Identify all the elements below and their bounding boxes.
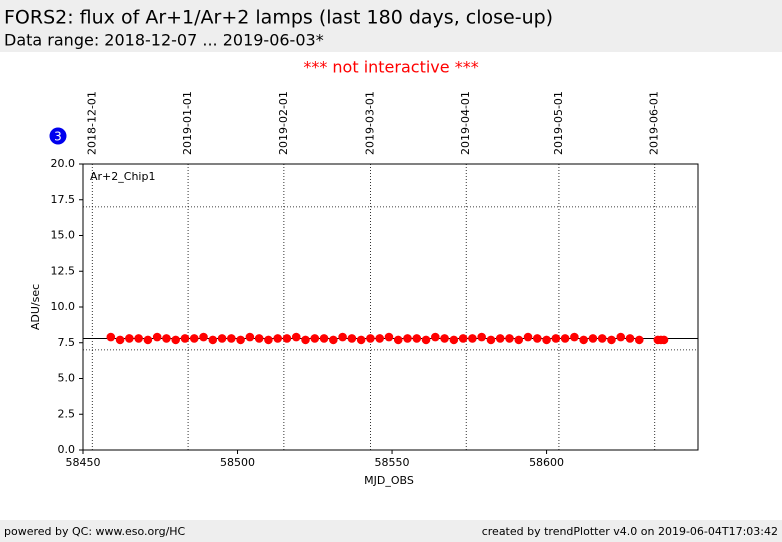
y-tick-label: 5.0 [58,372,76,385]
data-point [227,334,236,343]
data-point [588,334,598,343]
data-point [125,334,134,343]
y-axis-label: ADU/sec [29,284,42,330]
data-point [616,332,626,342]
data-point [171,335,181,345]
y-tick-label: 15.0 [51,229,76,242]
data-point [607,335,616,345]
data-point [329,335,338,345]
data-point [495,334,505,343]
x-tick-label: 58600 [529,456,564,469]
data-point [431,332,440,342]
data-point [143,335,153,345]
y-tick-label: 10.0 [51,300,76,313]
data-point [560,334,570,343]
data-point [597,334,607,343]
footer-right: created by trendPlotter v4.0 on 2019-06-… [482,525,778,538]
data-point [421,335,431,345]
data-point [254,334,264,343]
data-point [412,334,422,343]
date-tick-label: 2018-12-01 [85,91,98,155]
data-point [505,334,514,343]
badge: 3 [54,130,62,144]
y-tick-label: 2.5 [58,407,76,420]
x-axis-label: MJD_OBS [364,474,414,487]
date-tick-label: 2019-04-01 [459,91,472,155]
data-point [115,335,125,345]
data-point [264,335,273,345]
data-point [106,332,116,342]
data-point [245,332,255,342]
data-point [356,335,366,345]
data-point [180,334,190,343]
data-point [301,335,310,345]
data-point [208,335,218,345]
data-point [217,334,227,343]
data-point [152,332,162,342]
data-point [458,334,468,343]
data-point [375,334,384,343]
data-point [579,335,588,345]
data-point [134,334,143,343]
series-label: Ar+2_Chip1 [90,170,155,183]
data-point [162,334,171,343]
data-point [625,334,635,343]
date-tick-label: 2019-06-01 [648,91,661,155]
date-tick-label: 2019-01-01 [181,91,194,155]
data-point [282,334,292,343]
data-point [393,335,403,345]
data-point [273,334,282,343]
data-point [551,334,561,343]
date-tick-label: 2019-02-01 [277,91,290,155]
data-point [477,332,486,342]
data-point [319,334,329,343]
footer-left: powered by QC: www.eso.org/HC [4,525,186,538]
data-point [440,334,449,343]
badge-circle [49,127,67,145]
y-tick-label: 12.5 [51,264,76,277]
data-point [542,335,551,345]
data-point [468,334,477,343]
data-point [236,335,245,345]
y-tick-label: 20.0 [51,157,76,170]
data-point [570,332,579,342]
footer-band [0,520,782,542]
data-point [532,334,542,343]
date-tick-label: 2019-05-01 [552,91,565,155]
title: FORS2: flux of Ar+1/Ar+2 lamps (last 180… [4,7,553,29]
data-point [514,335,524,345]
data-point [291,332,301,342]
data-point [523,332,533,342]
data-point [449,335,459,345]
data-point [310,334,320,343]
subtitle: Data range: 2018-12-07 ... 2019-06-03* [4,31,324,50]
header-band [0,0,782,52]
data-point [189,334,199,343]
data-point [199,332,208,342]
data-point [384,332,394,342]
data-point [659,335,669,345]
data-point [366,334,375,343]
notice: *** not interactive *** [303,58,478,77]
data-point [347,334,357,343]
data-point [486,335,496,345]
plot-frame [82,163,699,451]
date-tick-label: 2019-03-01 [363,91,376,155]
data-point [634,335,644,345]
x-tick-label: 58500 [220,456,255,469]
y-tick-label: 7.5 [58,336,76,349]
y-tick-label: 17.5 [51,193,76,206]
data-point [338,332,347,342]
x-tick-label: 58450 [66,456,101,469]
data-point [403,334,412,343]
x-tick-label: 58550 [375,456,410,469]
y-tick-label: 0.0 [58,443,76,456]
